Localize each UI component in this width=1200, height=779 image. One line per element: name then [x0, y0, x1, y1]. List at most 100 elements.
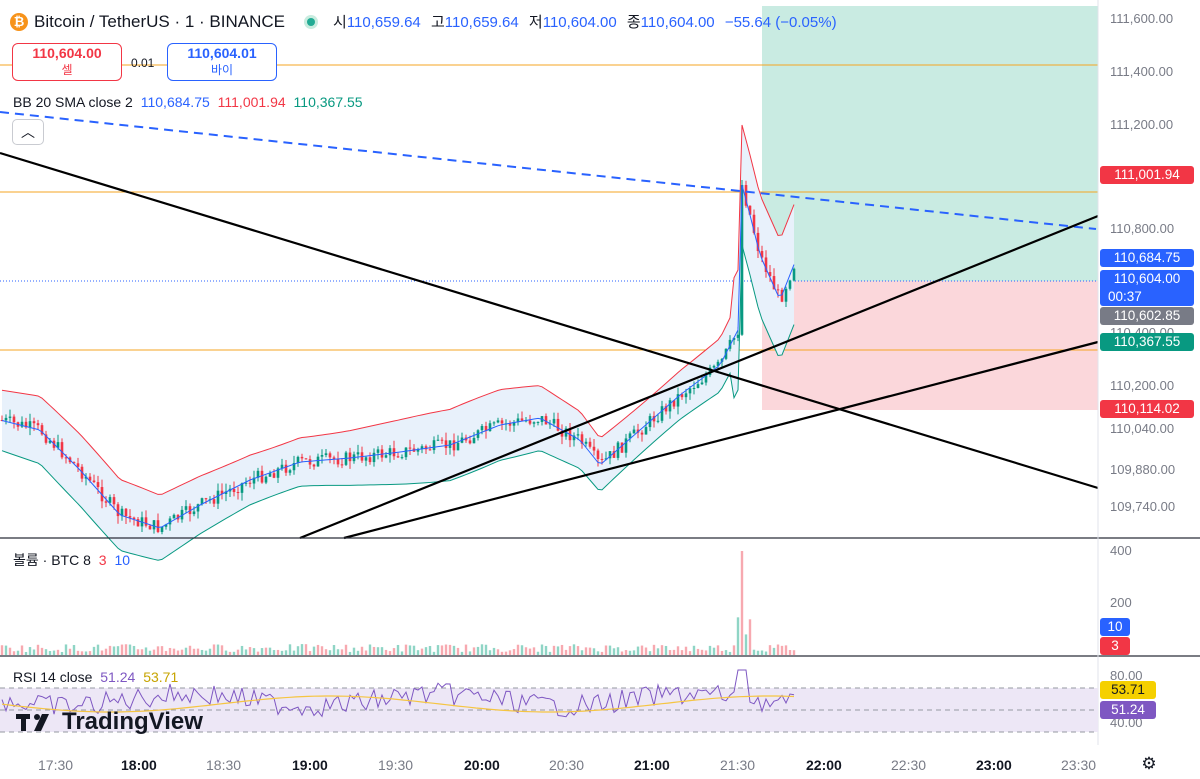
candle-body: [64, 457, 68, 459]
candle-body: [220, 490, 224, 494]
volume-bar: [288, 644, 292, 655]
volume-bar: [188, 645, 192, 655]
volume-bar: [336, 649, 340, 655]
profit-zone[interactable]: [762, 6, 1098, 281]
candle-body: [588, 441, 592, 447]
volume-bar: [232, 651, 236, 655]
candle-body: [72, 462, 76, 464]
rsi-value-tag: 51.24: [1100, 701, 1156, 719]
candle-body: [480, 425, 484, 431]
candle-body: [760, 251, 764, 258]
candle-body: [372, 452, 376, 463]
volume-bar: [76, 650, 80, 655]
candle-body: [552, 418, 556, 424]
candle-body: [572, 435, 576, 441]
volume-bar: [768, 645, 772, 655]
volume-bar: [96, 644, 100, 655]
chevron-up-icon[interactable]: ︿: [12, 119, 44, 145]
candle-body: [304, 458, 308, 460]
volume-bar: [780, 645, 784, 655]
candle-body: [788, 280, 792, 289]
candle-body: [328, 453, 332, 458]
candle-body: [668, 400, 672, 412]
candle-body: [264, 476, 268, 483]
candle-body: [432, 440, 436, 451]
candle-body: [320, 455, 324, 457]
volume-bar: [600, 651, 604, 655]
candle-body: [560, 430, 564, 437]
volume-bar: [160, 646, 164, 655]
volume-bar: [560, 644, 564, 655]
buy-button[interactable]: 110,604.01 바이: [167, 43, 277, 81]
candle-body: [216, 490, 220, 504]
volume-bar: [84, 651, 88, 655]
rsi-legend[interactable]: RSI 14 close 51.24 53.71: [13, 669, 179, 685]
volume-bar: [260, 648, 264, 655]
volume-bar: [128, 644, 132, 655]
volume-bar: [168, 647, 172, 655]
bb-legend[interactable]: BB 20 SMA close 2 110,684.75 111,001.94 …: [13, 94, 363, 110]
volume-bar: [472, 647, 476, 655]
time-tick: 20:00: [464, 757, 500, 773]
volume-bar: [120, 644, 124, 655]
volume-bar: [100, 650, 104, 655]
candle-body: [516, 418, 520, 423]
volume-bar: [648, 651, 652, 655]
candle-body: [292, 462, 296, 471]
volume-legend[interactable]: 볼륨 · BTC 8 3 10: [13, 552, 131, 568]
bb-lower-tag: 110,367.55: [1100, 333, 1194, 351]
volume-bar: [708, 645, 712, 655]
candle-body: [772, 276, 776, 290]
volume-bar: [60, 651, 64, 655]
volume-bar: [748, 619, 752, 655]
volume-bar: [212, 644, 216, 655]
volume-bar: [252, 648, 256, 655]
volume-bar: [116, 646, 120, 655]
volume-bar: [672, 649, 676, 655]
tradingview-logo: TradingView: [16, 708, 203, 736]
candle-body: [4, 417, 8, 421]
volume-tick: 400: [1110, 543, 1132, 558]
volume-bar: [736, 617, 740, 655]
loss-zone[interactable]: [762, 281, 1098, 410]
candle-body: [104, 501, 108, 503]
symbol-header[interactable]: ₿ Bitcoin / TetherUS · 1 · BINANCE 시110,…: [10, 11, 837, 32]
volume-bar: [248, 647, 252, 655]
candle-body: [644, 427, 648, 435]
candle-body: [688, 388, 692, 394]
tradingview-logo-icon: [16, 714, 49, 731]
volume-bar: [8, 647, 12, 655]
candle-body: [88, 476, 92, 481]
volume-bar: [700, 649, 704, 655]
candle-body: [728, 339, 732, 349]
candle-body: [108, 497, 112, 503]
volume-bar: [368, 644, 372, 655]
candle-body: [420, 446, 424, 449]
volume-bar: [420, 648, 424, 655]
candle-body: [224, 491, 228, 494]
volume-bar: [388, 651, 392, 655]
candle-body: [236, 492, 240, 494]
candle-body: [240, 483, 244, 493]
candle-body: [736, 334, 740, 338]
candle-body: [596, 450, 600, 459]
candle-body: [28, 421, 32, 428]
sell-button[interactable]: 110,604.00 셀: [12, 43, 122, 81]
volume-bar: [88, 651, 92, 655]
volume-bar: [136, 649, 140, 655]
candle-body: [116, 504, 120, 517]
volume-bar: [184, 647, 188, 655]
gear-icon[interactable]: ⚙: [1141, 754, 1157, 773]
bb-upper-line: [1, 124, 795, 495]
candle-body: [752, 214, 756, 233]
volume-bar: [584, 647, 588, 655]
volume-bar: [348, 651, 352, 655]
price-tick: 109,880.00: [1110, 462, 1176, 477]
volume-bar: [0, 645, 4, 655]
candle-body: [632, 429, 636, 434]
candle-body: [364, 457, 368, 461]
volume-bar: [196, 648, 200, 655]
symbol-title[interactable]: Bitcoin / TetherUS · 1 · BINANCE: [34, 11, 285, 31]
volume-bar: [512, 649, 516, 655]
